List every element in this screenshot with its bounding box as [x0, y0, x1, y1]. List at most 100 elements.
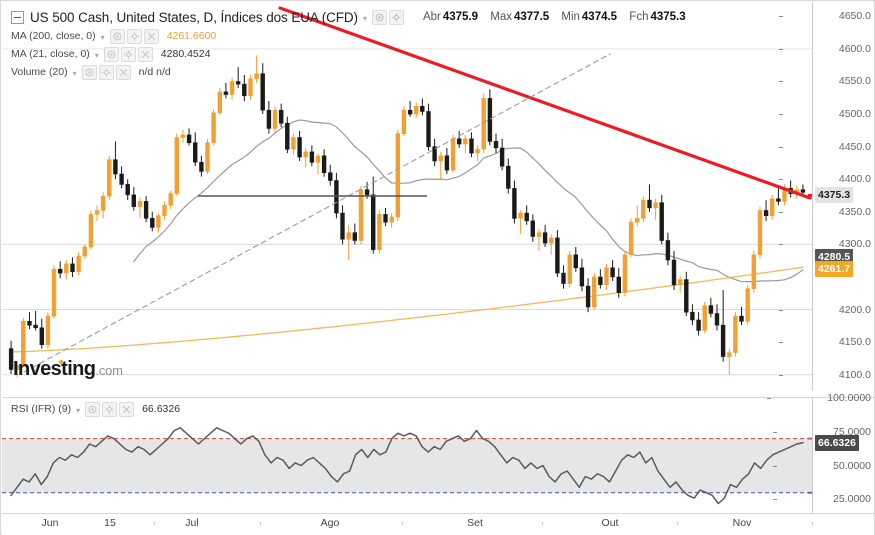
close-label: Fch [629, 10, 649, 23]
indicator-chevron-down-icon[interactable]: ▾ [94, 50, 99, 60]
axis-tick-mark [778, 114, 783, 116]
axis-tick-mark [778, 374, 783, 376]
settings-gear-icon[interactable] [120, 47, 136, 62]
axis-tick-mark [778, 48, 783, 50]
high-value: 4377.5 [513, 10, 550, 23]
time-minor-tick [542, 522, 543, 525]
rsi-legend-row: RSI (IFR) (9) ▾ 66.6326 [11, 402, 180, 417]
settings-gear-icon[interactable] [126, 29, 142, 44]
time-tick-label: Jul [185, 517, 199, 529]
indicator-chevron-down-icon[interactable]: ▾ [100, 32, 105, 42]
time-minor-tick [812, 522, 813, 525]
axis-tick-mark [778, 16, 783, 18]
indicator-name: MA (21, close, 0) [11, 48, 90, 61]
visibility-icon[interactable] [81, 65, 97, 80]
rsi-tick-label: 25.0000 [773, 493, 871, 505]
low-label: Min [561, 10, 580, 23]
price-badge[interactable]: 4261.7 [815, 261, 854, 278]
indicator-value: 4261.6600 [166, 30, 217, 43]
axis-tick-mark [778, 342, 783, 344]
indicator-row-volume: Volume (20) ▾ n/d n/d [1, 62, 875, 80]
axis-tick-mark [773, 499, 778, 501]
indicator-row-ma21: MA (21, close, 0) ▾ 4280.4524 [1, 44, 875, 62]
axis-tick-mark [773, 465, 778, 467]
time-minor-tick [260, 522, 261, 525]
investing-watermark: Investing.com [13, 358, 123, 381]
symbol-legend-row: US 500 Cash, United States, D, Índices d… [1, 1, 875, 25]
axis-tick-mark [778, 309, 783, 311]
price-badge[interactable]: 4280.5 [815, 249, 854, 266]
collapse-minus-icon[interactable] [11, 11, 24, 24]
time-tick-label: Nov [732, 517, 752, 529]
rsi-tick-label: 50.0000 [773, 460, 871, 472]
axis-tick-mark [778, 244, 783, 246]
settings-gear-icon[interactable] [98, 65, 114, 80]
close-x-icon[interactable] [143, 29, 159, 44]
high-label: Max [490, 10, 512, 23]
rsi-badge[interactable]: 66.6326 [815, 435, 859, 452]
open-value: 4375.9 [442, 10, 479, 23]
time-tick-label: Set [467, 517, 483, 529]
visibility-icon[interactable] [371, 10, 387, 25]
price-tick-label: 4650.0 [778, 10, 871, 22]
indicator-value: n/d n/d [138, 66, 171, 79]
watermark-tld: .com [95, 363, 123, 378]
price-tick-label: 4100.0 [778, 369, 871, 381]
settings-gear-icon[interactable] [388, 10, 404, 25]
rsi-indicator-name: RSI (IFR) (9) [11, 403, 72, 416]
price-badge[interactable]: 4375.3 [815, 187, 854, 204]
indicator-name: MA (200, close, 0) [11, 30, 96, 43]
price-tick-label: 4500.0 [778, 108, 871, 120]
quote-readout: Abr 4375.9 Max 4377.5 Min 4374.5 Fch 4375.3 [414, 10, 686, 24]
open-label: Abr [422, 10, 441, 23]
symbol-title: US 500 Cash, United States, D, Índices d… [30, 9, 358, 25]
time-tick-label: Out [601, 517, 619, 529]
time-tick-label: Jun [41, 517, 59, 529]
indicator-chevron-down-icon[interactable]: ▾ [72, 68, 77, 78]
rsi-chart-svg [2, 427, 812, 505]
price-tick-label: 4550.0 [778, 75, 871, 87]
axis-tick-mark [778, 211, 783, 213]
chart-legend: US 500 Cash, United States, D, Índices d… [1, 1, 875, 80]
time-minor-tick [402, 522, 403, 525]
watermark-dot-icon [59, 360, 63, 364]
axis-tick-mark [778, 146, 783, 148]
rsi-axis[interactable]: 100.0000 75.0000 50.0000 25.0000 66.6326 [767, 392, 875, 514]
close-x-icon[interactable] [137, 47, 153, 62]
visibility-icon[interactable] [109, 29, 125, 44]
axis-tick-mark [773, 431, 778, 433]
watermark-brand: Investing [13, 358, 96, 380]
close-x-icon[interactable] [119, 402, 135, 417]
axis-tick-mark [767, 398, 772, 399]
symbol-chevron-down-icon[interactable]: ▾ [362, 13, 367, 23]
price-tick-label: 4200.0 [778, 304, 871, 316]
price-tick-label: 4400.0 [778, 173, 871, 185]
time-minor-tick [154, 522, 155, 525]
low-value: 4374.5 [581, 10, 618, 23]
price-tick-label: 4450.0 [778, 141, 871, 153]
rsi-tick-label: 100.0000 [767, 392, 871, 404]
time-axis[interactable]: Jun 15 Jul Ago Set Out Nov [2, 513, 874, 535]
visibility-icon[interactable] [103, 47, 119, 62]
rsi-chart-panel[interactable] [2, 397, 812, 514]
rsi-tick-label: 75.0000 [773, 426, 871, 438]
indicator-name: Volume (20) [11, 66, 68, 79]
time-tick-label: 15 [104, 517, 116, 529]
axis-tick-mark [778, 81, 783, 83]
price-tick-label: 4300.0 [778, 238, 871, 250]
price-tick-label: 4350.0 [778, 206, 871, 218]
settings-gear-icon[interactable] [102, 402, 118, 417]
indicator-row-ma200: MA (200, close, 0) ▾ 4261.6600 [1, 25, 875, 44]
price-tick-label: 4600.0 [778, 43, 871, 55]
price-axis[interactable]: 4650.0 4600.0 4550.0 4500.0 4450.0 4400.0 4350… [778, 2, 875, 391]
price-chart-svg [2, 6, 812, 378]
indicator-value: 4280.4524 [160, 48, 211, 61]
close-x-icon[interactable] [115, 65, 131, 80]
close-value: 4375.3 [650, 10, 686, 23]
price-chart-panel[interactable] [2, 2, 812, 391]
time-tick-label: Ago [320, 517, 340, 529]
rsi-indicator-value: 66.6326 [142, 403, 181, 416]
rsi-chevron-down-icon[interactable]: ▾ [76, 405, 81, 415]
visibility-icon[interactable] [85, 402, 101, 417]
